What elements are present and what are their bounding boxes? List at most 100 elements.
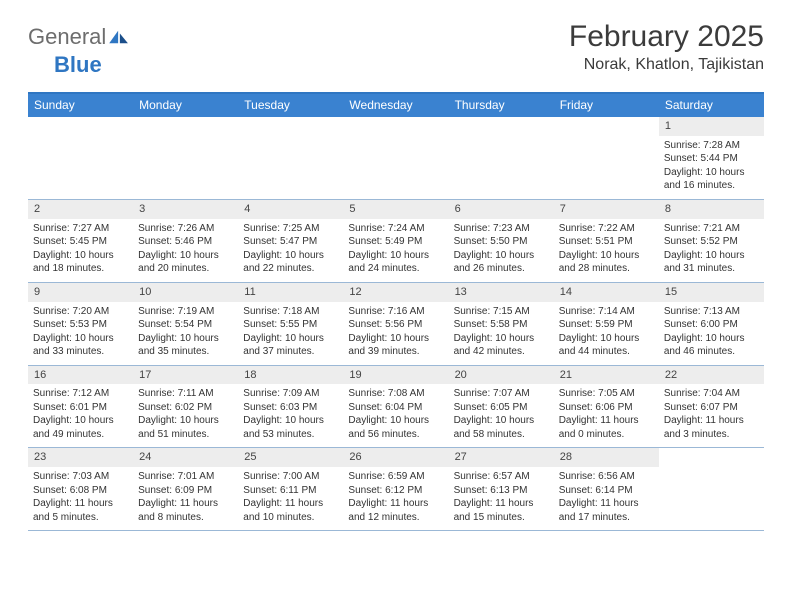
day-number: 19 bbox=[343, 366, 448, 385]
daylight-text: Daylight: 10 hours and 16 minutes. bbox=[664, 166, 759, 193]
sunrise-text: Sunrise: 7:26 AM bbox=[138, 222, 233, 236]
day-cell: 17Sunrise: 7:11 AMSunset: 6:02 PMDayligh… bbox=[133, 366, 238, 448]
day-cell: 19 Sunrise: 7:08 AMSunset: 6:04 PMDayligh… bbox=[343, 366, 448, 448]
sunrise-text: Sunrise: 7:08 AM bbox=[348, 387, 443, 401]
day-cell: 22Sunrise: 7:04 AMSunset: 6:07 PMDayligh… bbox=[659, 366, 764, 448]
day-number: 16 bbox=[28, 366, 133, 385]
day-cell: 20 Sunrise: 7:07 AMSunset: 6:05 PMDayligh… bbox=[449, 366, 554, 448]
day-cell: 18Sunrise: 7:09 AMSunset: 6:03 PMDayligh… bbox=[238, 366, 343, 448]
day-number bbox=[659, 448, 764, 467]
weekday-header: Sunday bbox=[28, 94, 133, 117]
day-cell bbox=[554, 117, 659, 199]
weekday-header: Wednesday bbox=[343, 94, 448, 117]
sunrise-text: Sunrise: 7:07 AM bbox=[454, 387, 549, 401]
sunset-text: Sunset: 6:02 PM bbox=[138, 401, 233, 415]
week-row: 23Sunrise: 7:03 AMSunset: 6:08 PMDayligh… bbox=[28, 448, 764, 531]
weeks-container: 1Sunrise: 7:28 AMSunset: 5:44 PMDaylight… bbox=[28, 117, 764, 531]
sunset-text: Sunset: 5:51 PM bbox=[559, 235, 654, 249]
daylight-text: Daylight: 10 hours and 22 minutes. bbox=[243, 249, 338, 276]
day-number: 10 bbox=[133, 283, 238, 302]
day-cell: 11Sunrise: 7:18 AMSunset: 5:55 PMDayligh… bbox=[238, 283, 343, 365]
sunrise-text: Sunrise: 7:03 AM bbox=[33, 470, 128, 484]
sunset-text: Sunset: 6:14 PM bbox=[559, 484, 654, 498]
day-number: 7 bbox=[554, 200, 659, 219]
day-number: 28 bbox=[554, 448, 659, 467]
daylight-text: Daylight: 10 hours and 56 minutes. bbox=[348, 414, 443, 441]
day-number: 23 bbox=[28, 448, 133, 467]
daylight-text: Daylight: 10 hours and 20 minutes. bbox=[138, 249, 233, 276]
sunrise-text: Sunrise: 7:09 AM bbox=[243, 387, 338, 401]
day-cell: 26Sunrise: 6:59 AMSunset: 6:12 PMDayligh… bbox=[343, 448, 448, 530]
day-number bbox=[133, 117, 238, 136]
daylight-text: Daylight: 10 hours and 24 minutes. bbox=[348, 249, 443, 276]
calendar-grid: Sunday Monday Tuesday Wednesday Thursday… bbox=[28, 92, 764, 531]
sunrise-text: Sunrise: 6:57 AM bbox=[454, 470, 549, 484]
day-number: 4 bbox=[238, 200, 343, 219]
day-number: 2 bbox=[28, 200, 133, 219]
weekday-header: Monday bbox=[133, 94, 238, 117]
day-number: 25 bbox=[238, 448, 343, 467]
weekday-header-row: Sunday Monday Tuesday Wednesday Thursday… bbox=[28, 94, 764, 117]
sunset-text: Sunset: 5:49 PM bbox=[348, 235, 443, 249]
daylight-text: Daylight: 10 hours and 53 minutes. bbox=[243, 414, 338, 441]
title-block: February 2025 Norak, Khatlon, Tajikistan bbox=[569, 20, 764, 74]
sunrise-text: Sunrise: 7:00 AM bbox=[243, 470, 338, 484]
daylight-text: Daylight: 10 hours and 28 minutes. bbox=[559, 249, 654, 276]
daylight-text: Daylight: 11 hours and 0 minutes. bbox=[559, 414, 654, 441]
day-number: 13 bbox=[449, 283, 554, 302]
sunrise-text: Sunrise: 7:16 AM bbox=[348, 305, 443, 319]
sunrise-text: Sunrise: 7:24 AM bbox=[348, 222, 443, 236]
sunset-text: Sunset: 5:45 PM bbox=[33, 235, 128, 249]
sunset-text: Sunset: 5:47 PM bbox=[243, 235, 338, 249]
sunset-text: Sunset: 6:01 PM bbox=[33, 401, 128, 415]
daylight-text: Daylight: 10 hours and 58 minutes. bbox=[454, 414, 549, 441]
calendar-page: General February 2025 Norak, Khatlon, Ta… bbox=[0, 0, 792, 545]
daylight-text: Daylight: 10 hours and 51 minutes. bbox=[138, 414, 233, 441]
sail-icon bbox=[108, 29, 130, 45]
sunset-text: Sunset: 6:05 PM bbox=[454, 401, 549, 415]
daylight-text: Daylight: 11 hours and 10 minutes. bbox=[243, 497, 338, 524]
sunrise-text: Sunrise: 7:18 AM bbox=[243, 305, 338, 319]
day-number: 1 bbox=[659, 117, 764, 136]
daylight-text: Daylight: 11 hours and 17 minutes. bbox=[559, 497, 654, 524]
daylight-text: Daylight: 10 hours and 42 minutes. bbox=[454, 332, 549, 359]
sunrise-text: Sunrise: 7:12 AM bbox=[33, 387, 128, 401]
sunset-text: Sunset: 5:50 PM bbox=[454, 235, 549, 249]
sunset-text: Sunset: 5:53 PM bbox=[33, 318, 128, 332]
brand-part2: Blue bbox=[54, 52, 102, 77]
day-number bbox=[449, 117, 554, 136]
location-text: Norak, Khatlon, Tajikistan bbox=[569, 56, 764, 74]
week-row: 2Sunrise: 7:27 AMSunset: 5:45 PMDaylight… bbox=[28, 200, 764, 283]
brand-part1: General bbox=[28, 24, 106, 50]
day-cell: 15Sunrise: 7:13 AMSunset: 6:00 PMDayligh… bbox=[659, 283, 764, 365]
sunrise-text: Sunrise: 7:25 AM bbox=[243, 222, 338, 236]
sunrise-text: Sunrise: 7:27 AM bbox=[33, 222, 128, 236]
daylight-text: Daylight: 10 hours and 18 minutes. bbox=[33, 249, 128, 276]
sunrise-text: Sunrise: 7:15 AM bbox=[454, 305, 549, 319]
sunset-text: Sunset: 6:04 PM bbox=[348, 401, 443, 415]
day-number: 20 bbox=[449, 366, 554, 385]
day-number: 6 bbox=[449, 200, 554, 219]
day-cell bbox=[133, 117, 238, 199]
sunset-text: Sunset: 5:55 PM bbox=[243, 318, 338, 332]
day-cell bbox=[449, 117, 554, 199]
day-cell: 27Sunrise: 6:57 AMSunset: 6:13 PMDayligh… bbox=[449, 448, 554, 530]
day-cell: 10Sunrise: 7:19 AMSunset: 5:54 PMDayligh… bbox=[133, 283, 238, 365]
day-cell: 6Sunrise: 7:23 AMSunset: 5:50 PMDaylight… bbox=[449, 200, 554, 282]
daylight-text: Daylight: 11 hours and 5 minutes. bbox=[33, 497, 128, 524]
day-number bbox=[28, 117, 133, 136]
daylight-text: Daylight: 10 hours and 49 minutes. bbox=[33, 414, 128, 441]
daylight-text: Daylight: 11 hours and 15 minutes. bbox=[454, 497, 549, 524]
month-title: February 2025 bbox=[569, 20, 764, 54]
sunset-text: Sunset: 5:58 PM bbox=[454, 318, 549, 332]
day-cell bbox=[343, 117, 448, 199]
day-number: 3 bbox=[133, 200, 238, 219]
sunrise-text: Sunrise: 7:19 AM bbox=[138, 305, 233, 319]
day-cell: 14Sunrise: 7:14 AMSunset: 5:59 PMDayligh… bbox=[554, 283, 659, 365]
sunset-text: Sunset: 6:13 PM bbox=[454, 484, 549, 498]
sunset-text: Sunset: 6:08 PM bbox=[33, 484, 128, 498]
day-number: 22 bbox=[659, 366, 764, 385]
weekday-header: Thursday bbox=[449, 94, 554, 117]
day-number: 8 bbox=[659, 200, 764, 219]
weekday-header: Friday bbox=[554, 94, 659, 117]
